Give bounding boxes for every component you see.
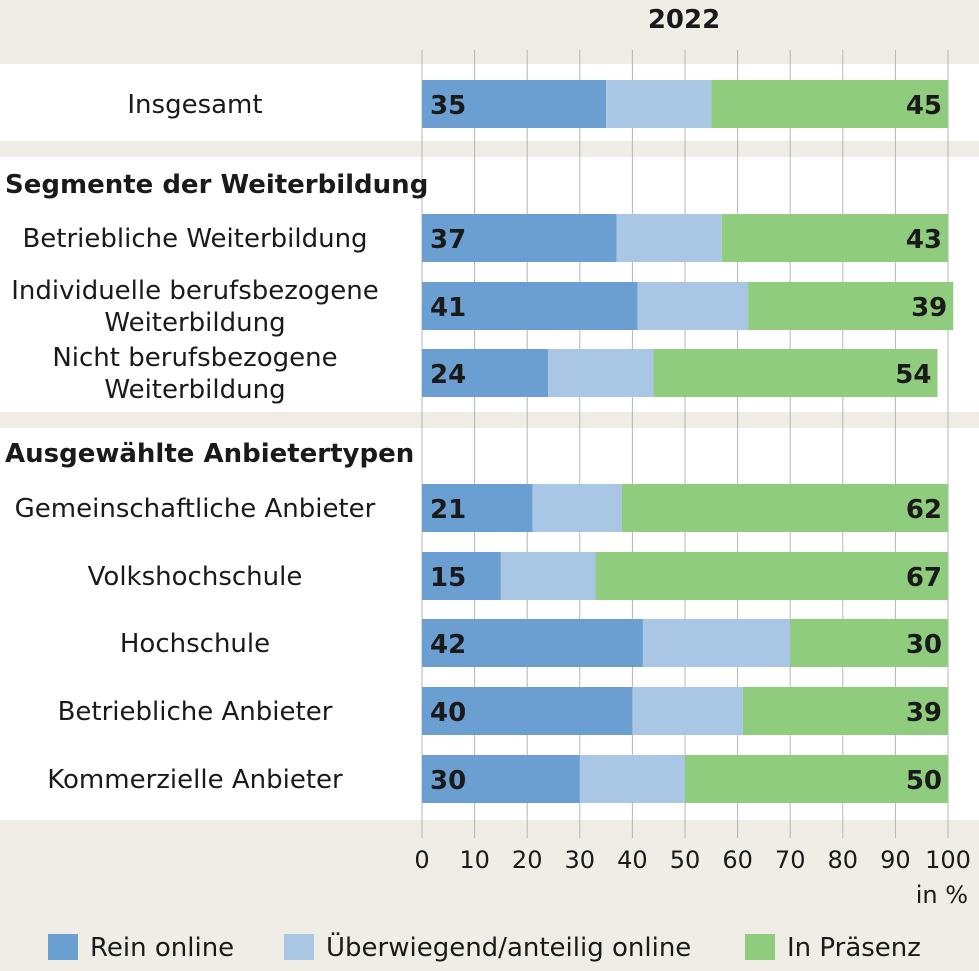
data-labels: 35 45 37 43 41 39 24 54 21 62 15 67 42 30 40 39 30 50 bbox=[430, 91, 947, 796]
row-label: Gemeinschaftliche Anbieter bbox=[15, 494, 376, 524]
row-label: Betriebliche Weiterbildung bbox=[22, 224, 367, 254]
row-label: Weiterbildung bbox=[104, 308, 285, 338]
bar-segment-rein-online bbox=[422, 214, 617, 262]
row-label: Hochschule bbox=[120, 629, 270, 659]
bar-segment-in-praesenz bbox=[653, 349, 938, 397]
bar-segment-rein-online bbox=[422, 80, 607, 128]
data-label-in-praesenz: 39 bbox=[911, 293, 947, 323]
legend-label: Rein online bbox=[90, 933, 234, 963]
data-label-rein-online: 41 bbox=[430, 293, 466, 323]
bar-segment-ueberwiegend-online bbox=[642, 619, 791, 667]
data-label-rein-online: 21 bbox=[430, 495, 466, 525]
row-label: Nicht berufsbezogene bbox=[52, 343, 337, 373]
row-label: Betriebliche Anbieter bbox=[58, 697, 333, 727]
bars bbox=[422, 80, 954, 803]
bar-segment-in-praesenz bbox=[742, 687, 948, 735]
bar-segment-ueberwiegend-online bbox=[579, 755, 685, 803]
bar-segment-ueberwiegend-online bbox=[637, 282, 749, 330]
group-heading: Ausgewählte Anbietertypen bbox=[5, 439, 414, 469]
row-label: Volkshochschule bbox=[88, 562, 303, 592]
x-tick-label: 100 bbox=[925, 846, 971, 874]
bar-segment-ueberwiegend-online bbox=[606, 80, 712, 128]
x-tick-label: 50 bbox=[670, 846, 701, 874]
legend-swatch bbox=[48, 934, 78, 960]
data-label-rein-online: 42 bbox=[430, 630, 466, 660]
bar-segment-rein-online bbox=[422, 755, 580, 803]
bar-segment-rein-online bbox=[422, 484, 533, 532]
data-label-in-praesenz: 54 bbox=[895, 360, 931, 390]
x-tick-label: 60 bbox=[722, 846, 753, 874]
bar-segment-ueberwiegend-online bbox=[632, 687, 743, 735]
data-label-rein-online: 40 bbox=[430, 698, 466, 728]
x-axis-ticks: 0 10 20 30 40 50 60 70 80 90 100 bbox=[414, 846, 971, 874]
data-label-in-praesenz: 50 bbox=[906, 766, 942, 796]
row-label: Kommerzielle Anbieter bbox=[47, 765, 343, 795]
bar-segment-ueberwiegend-online bbox=[500, 552, 596, 600]
bar-segment-in-praesenz bbox=[748, 282, 954, 330]
bar-segment-ueberwiegend-online bbox=[532, 484, 622, 532]
data-label-rein-online: 15 bbox=[430, 563, 466, 593]
group-headings: Segmente der Weiterbildung Ausgewählte An… bbox=[5, 170, 428, 469]
legend-label: Überwiegend/anteilig online bbox=[326, 931, 691, 963]
bar-segment-rein-online bbox=[422, 282, 638, 330]
x-tick-label: 80 bbox=[828, 846, 859, 874]
row-label: Insgesamt bbox=[127, 90, 262, 120]
bar-segment-in-praesenz bbox=[711, 80, 948, 128]
data-label-in-praesenz: 39 bbox=[906, 698, 942, 728]
bar-segment-ueberwiegend-online bbox=[616, 214, 722, 262]
data-label-rein-online: 35 bbox=[430, 91, 466, 121]
data-label-rein-online: 30 bbox=[430, 766, 466, 796]
legend-swatch bbox=[284, 934, 314, 960]
data-label-rein-online: 24 bbox=[430, 360, 466, 390]
row-label: Weiterbildung bbox=[104, 375, 285, 405]
x-axis-unit-label: in % bbox=[916, 881, 968, 909]
legend: Rein online Überwiegend/anteilig online In… bbox=[48, 931, 921, 963]
x-tick-label: 20 bbox=[512, 846, 543, 874]
data-label-in-praesenz: 67 bbox=[906, 563, 942, 593]
chart-year-title: 2022 bbox=[648, 5, 720, 35]
bar-segment-rein-online bbox=[422, 552, 501, 600]
x-tick-label: 0 bbox=[414, 846, 429, 874]
data-label-in-praesenz: 62 bbox=[906, 495, 942, 525]
legend-label: In Präsenz bbox=[787, 933, 921, 963]
data-label-rein-online: 37 bbox=[430, 225, 466, 255]
x-tick-label: 90 bbox=[880, 846, 911, 874]
bar-segment-rein-online bbox=[422, 619, 643, 667]
bar-segment-in-praesenz bbox=[595, 552, 948, 600]
data-label-in-praesenz: 43 bbox=[906, 225, 942, 255]
group-heading: Segmente der Weiterbildung bbox=[5, 170, 428, 200]
data-label-in-praesenz: 45 bbox=[906, 91, 942, 121]
x-tick-label: 10 bbox=[459, 846, 490, 874]
bar-segment-in-praesenz bbox=[685, 755, 948, 803]
row-labels: Insgesamt Betriebliche Weiterbildung Indiv… bbox=[11, 90, 379, 795]
x-tick-label: 40 bbox=[617, 846, 648, 874]
bar-segment-ueberwiegend-online bbox=[548, 349, 654, 397]
bar-segment-in-praesenz bbox=[721, 214, 948, 262]
data-label-in-praesenz: 30 bbox=[906, 630, 942, 660]
bar-segment-in-praesenz bbox=[621, 484, 948, 532]
x-tick-label: 30 bbox=[565, 846, 596, 874]
legend-swatch bbox=[745, 934, 775, 960]
bar-segment-rein-online bbox=[422, 349, 549, 397]
bar-segment-rein-online bbox=[422, 687, 633, 735]
bar-segment-in-praesenz bbox=[790, 619, 948, 667]
row-label: Individuelle berufsbezogene bbox=[11, 276, 379, 306]
x-tick-label: 70 bbox=[775, 846, 806, 874]
